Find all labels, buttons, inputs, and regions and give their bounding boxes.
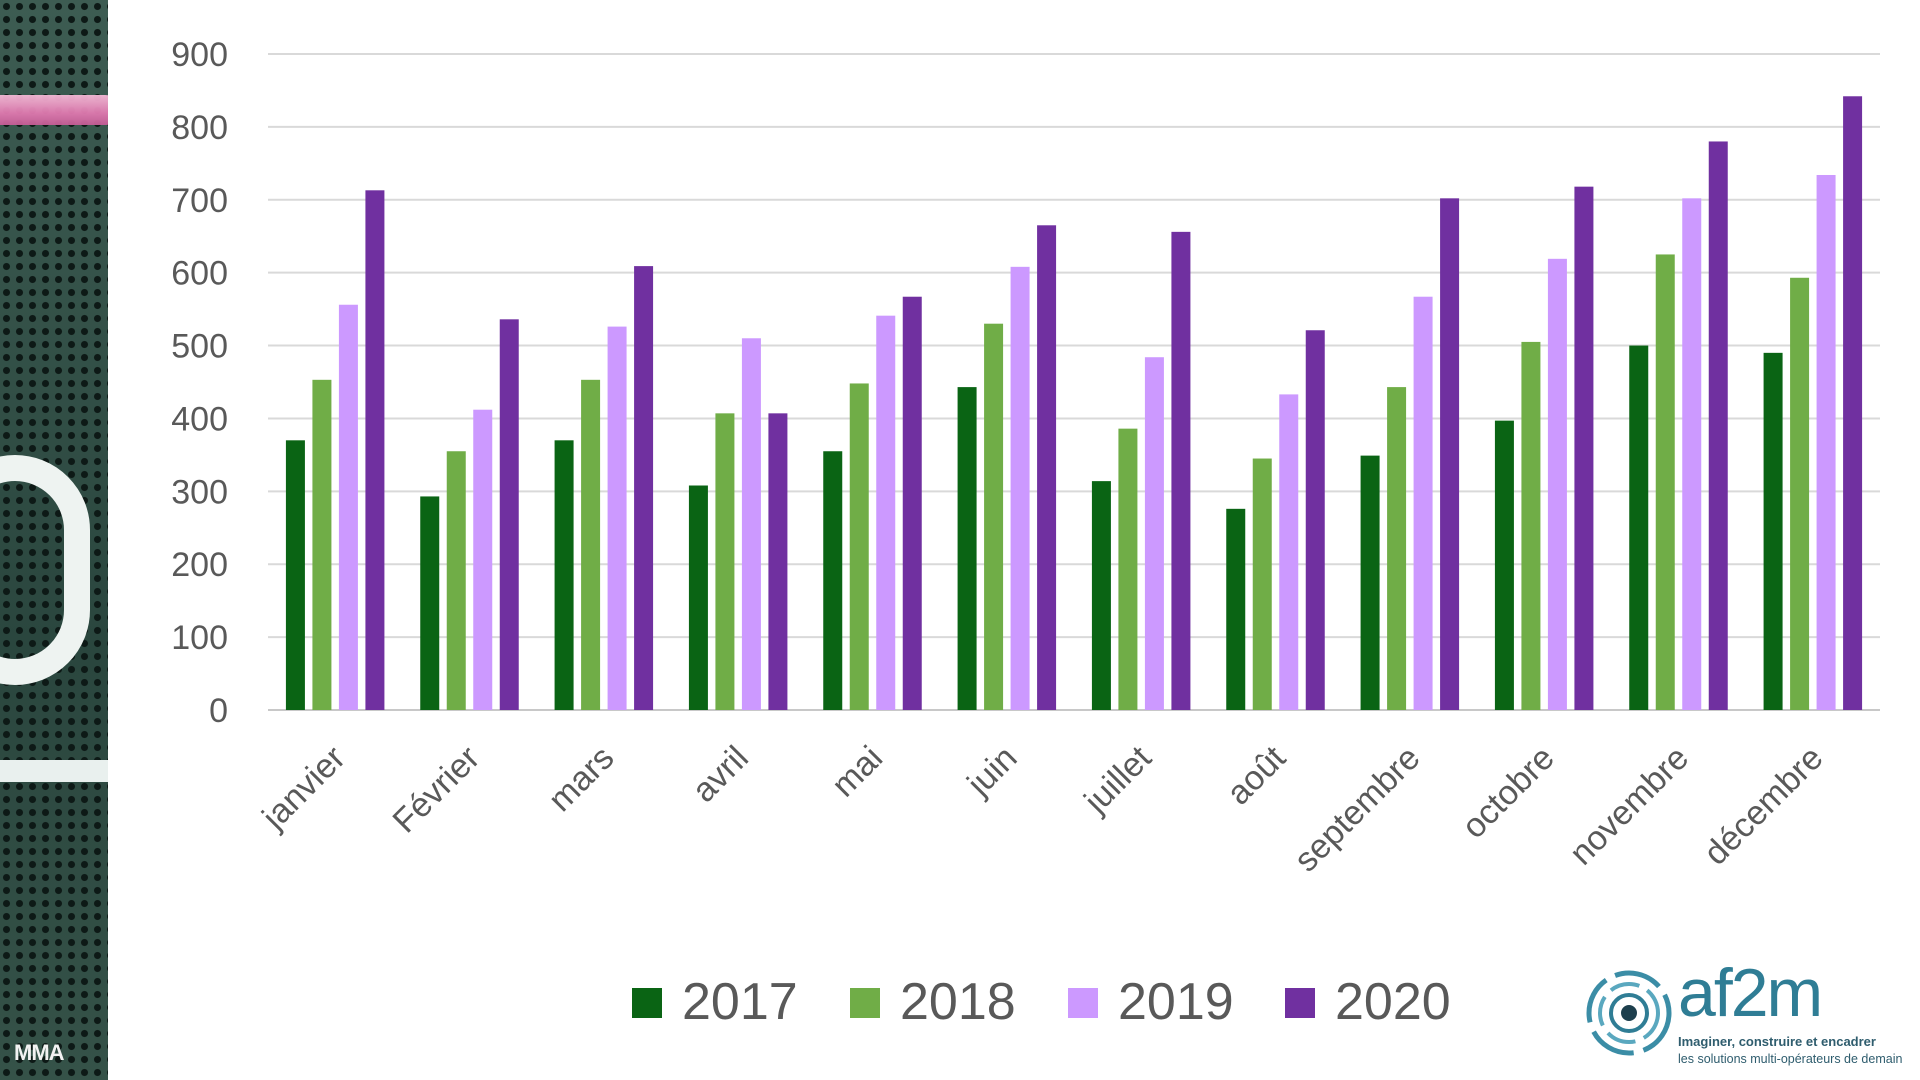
legend-label-2017: 2017 (682, 973, 798, 1031)
white-neon-bar (0, 760, 108, 782)
y-tick-label: 600 (171, 255, 228, 293)
legend-label-2018: 2018 (900, 973, 1016, 1031)
bar-2019-Février (473, 409, 493, 710)
bar-2017-mai (823, 451, 843, 710)
bar-2020-juillet (1171, 231, 1191, 711)
x-tick-label: avril (685, 739, 756, 810)
bar-2018-Février (446, 451, 466, 710)
pink-neon-tube (0, 95, 108, 125)
legend-swatch-2018 (850, 988, 880, 1018)
x-tick-label: janvier (254, 739, 352, 837)
x-tick-label: mai (825, 739, 891, 805)
bar-2017-Février (420, 496, 440, 710)
side-photo-panel: MMA (0, 0, 108, 1080)
bar-2020-juin (1037, 225, 1057, 711)
legend-swatch-2019 (1068, 988, 1098, 1018)
bar-2019-décembre (1816, 174, 1836, 711)
legend-label-2020: 2020 (1335, 973, 1451, 1031)
bar-2020-Février (499, 319, 519, 710)
bar-2019-septembre (1413, 296, 1433, 710)
logo-name: af2m (1678, 955, 1823, 1031)
y-tick-label: 700 (171, 182, 228, 220)
bars (285, 96, 1863, 711)
bar-2019-mars (607, 326, 627, 710)
y-tick-label: 300 (171, 473, 228, 511)
bar-2019-janvier (338, 304, 358, 710)
y-tick-label: 400 (171, 400, 228, 438)
bar-2018-septembre (1387, 387, 1407, 710)
bar-2017-octobre (1494, 420, 1514, 710)
bar-2018-novembre (1655, 254, 1675, 710)
y-tick-label: 0 (209, 692, 228, 730)
bar-2019-août (1279, 394, 1299, 710)
bar-2019-juin (1010, 266, 1030, 710)
bar-2017-juin (957, 387, 977, 710)
bar-2020-janvier (365, 190, 385, 710)
logo-tagline-1: Imaginer, construire et encadrer (1678, 1034, 1876, 1049)
bar-2020-septembre (1440, 198, 1460, 710)
legend: 2017 2018 2019 2020 (632, 973, 1451, 1031)
bar-2018-août (1252, 458, 1272, 710)
bar-2017-juillet (1091, 481, 1111, 710)
bar-2018-juillet (1118, 428, 1138, 710)
bar-2018-janvier (312, 379, 332, 710)
y-tick-label: 100 (171, 619, 228, 657)
bar-2018-octobre (1521, 341, 1541, 710)
bar-2019-juillet (1144, 357, 1164, 710)
x-tick-label: octobre (1455, 739, 1562, 846)
bar-2020-novembre (1708, 141, 1728, 710)
side-caption: MMA (14, 1040, 65, 1065)
y-tick-label: 200 (171, 546, 228, 584)
y-tick-label: 800 (171, 109, 228, 147)
bar-2018-mai (849, 383, 869, 710)
x-tick-label: novembre (1562, 739, 1696, 873)
x-tick-label: juin (959, 739, 1024, 804)
legend-swatch-2017 (632, 988, 662, 1018)
bar-2018-juin (984, 323, 1004, 710)
logo-tagline-2: les solutions multi-opérateurs de demain (1678, 1052, 1903, 1066)
x-axis-ticks: janvier Février mars avril mai juin juillet aoû… (254, 738, 1830, 879)
legend-swatch-2020 (1285, 988, 1315, 1018)
bar-2017-mars (554, 440, 574, 710)
bar-2017-septembre (1360, 455, 1380, 710)
bar-2018-avril (715, 413, 735, 710)
bar-2019-mai (876, 315, 896, 710)
bar-2019-avril (741, 338, 761, 710)
bar-2020-octobre (1574, 186, 1594, 710)
bar-2019-octobre (1547, 258, 1567, 710)
bar-2017-avril (688, 485, 708, 710)
bar-2020-mars (634, 266, 654, 710)
y-axis-ticks: 0 100 200 300 400 500 600 700 800 900 (171, 36, 228, 730)
bar-2020-avril (768, 413, 788, 710)
bar-2017-décembre (1763, 352, 1783, 710)
bar-2017-novembre (1629, 345, 1649, 710)
y-tick-label: 500 (171, 328, 228, 366)
bar-2020-décembre (1843, 96, 1863, 710)
target-rings-icon (1586, 970, 1672, 1056)
x-tick-label: juillet (1076, 738, 1159, 821)
bar-2020-août (1305, 330, 1325, 710)
bar-2019-novembre (1682, 198, 1702, 710)
bar-2018-décembre (1790, 277, 1810, 710)
x-tick-label: Février (385, 739, 487, 841)
x-tick-label: septembre (1287, 739, 1427, 879)
y-tick-label: 900 (171, 36, 228, 74)
legend-label-2019: 2019 (1118, 973, 1234, 1031)
x-tick-label: décembre (1697, 739, 1831, 873)
gridlines (268, 53, 1880, 711)
bar-2017-août (1226, 508, 1246, 710)
bar-2020-mai (902, 296, 922, 710)
bar-2017-janvier (285, 440, 305, 710)
x-tick-label: mars (541, 739, 621, 819)
bar-2018-mars (581, 379, 601, 710)
x-tick-label: août (1219, 738, 1293, 812)
af2m-logo: af2m Imaginer, construire et encadrer le… (1580, 955, 1920, 1072)
